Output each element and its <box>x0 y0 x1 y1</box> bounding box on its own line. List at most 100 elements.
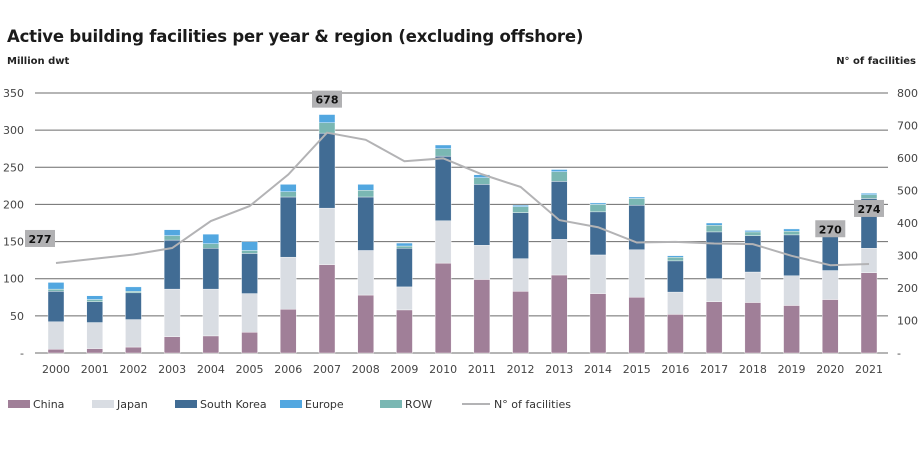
bar-segment-japan <box>396 286 413 311</box>
bar-segment-china <box>705 301 723 354</box>
bar-segment-row <box>783 230 800 236</box>
y-tick-label-right: 800 <box>897 87 918 100</box>
bar-segment-japan <box>589 254 607 294</box>
y-tick-label-right: 300 <box>897 250 918 263</box>
bar-segment-europe <box>860 193 878 195</box>
y-tick-label-right: 200 <box>897 282 918 295</box>
bar-segment-china <box>86 348 103 354</box>
x-tick-label: 2017 <box>700 363 728 376</box>
bar-segment-row <box>396 245 413 249</box>
x-tick-label: 2018 <box>739 363 767 376</box>
bar-segment-japan <box>241 293 258 333</box>
bar-segment-row <box>241 250 258 254</box>
x-tick-label: 2014 <box>584 363 612 376</box>
bar-segment-europe <box>357 184 374 191</box>
x-tick-label: 2019 <box>778 363 806 376</box>
bar-segment-japan <box>86 322 103 349</box>
y-tick-label-left: 300 <box>3 124 24 137</box>
y-tick-label-left: 350 <box>3 87 24 100</box>
bar-segment-europe <box>551 169 568 172</box>
bar-segment-row <box>318 122 336 134</box>
bar-segment-japan <box>744 271 762 303</box>
facilities-line <box>55 131 870 267</box>
bar-segment-china <box>396 309 413 354</box>
bar-segment-china <box>667 314 684 354</box>
bar-segment-china <box>744 302 762 354</box>
chart-title: Active building facilities per year & re… <box>7 27 584 46</box>
legend-label: China <box>33 398 64 411</box>
y-tick-label-left: 250 <box>3 161 24 174</box>
bar-segment-row <box>860 194 878 199</box>
data-label: 274 <box>858 203 881 216</box>
bar-segment-japan <box>434 220 452 264</box>
y-axis-left-label: Million dwt <box>7 56 70 67</box>
legend-swatch <box>92 400 114 408</box>
bar-segment-row <box>473 177 491 185</box>
data-label: 678 <box>316 94 339 107</box>
bar-segment-china <box>589 293 607 354</box>
bar-segment-europe <box>667 255 684 258</box>
bar-segment-china <box>163 336 181 354</box>
x-tick-label: 2005 <box>236 363 264 376</box>
legend-label: Europe <box>305 398 344 411</box>
y-tick-label-right: 500 <box>897 185 918 198</box>
bar-segment-europe <box>241 241 258 251</box>
bar-segment-south-korea <box>318 132 336 209</box>
y-tick-label-left: 150 <box>3 236 24 249</box>
bar-segment-japan <box>860 248 878 273</box>
y-tick-label-right: 400 <box>897 217 918 230</box>
bar-segment-china <box>125 346 142 354</box>
x-tick-label: 2010 <box>429 363 457 376</box>
bar-segment-china <box>318 264 336 354</box>
bar-segment-row <box>512 206 529 213</box>
bar-segment-china <box>202 335 220 354</box>
bar-segment-japan <box>202 288 220 337</box>
bar-segment-europe <box>628 196 645 199</box>
bar-segment-south-korea <box>280 196 297 258</box>
bar-segment-japan <box>512 258 529 292</box>
bar-segment-europe <box>705 222 723 226</box>
bar-segment-europe <box>318 114 336 123</box>
bar-segment-europe <box>86 295 103 300</box>
legend-label: N° of facilities <box>494 398 571 411</box>
x-tick-label: 2009 <box>390 363 418 376</box>
bar-segment-japan <box>318 207 336 265</box>
legend-label: ROW <box>405 398 432 411</box>
bar-segment-row <box>47 288 65 292</box>
x-tick-label: 2004 <box>197 363 225 376</box>
bar-segment-south-korea <box>512 212 529 259</box>
data-label-box <box>312 90 342 108</box>
x-tick-label: 2012 <box>507 363 535 376</box>
x-tick-label: 2007 <box>313 363 341 376</box>
bar-segment-japan <box>357 250 374 296</box>
bar-segment-europe <box>202 233 220 244</box>
x-tick-label: 2001 <box>81 363 109 376</box>
legend-label: South Korea <box>200 398 267 411</box>
bar-segment-south-korea <box>396 248 413 288</box>
bar-segment-japan <box>280 256 297 310</box>
bar-segment-south-korea <box>473 184 491 246</box>
bar-segment-south-korea <box>357 196 374 251</box>
x-tick-label: 2020 <box>816 363 844 376</box>
bar-segment-japan <box>705 278 723 302</box>
y-tick-label-left: 100 <box>3 273 24 286</box>
bar-segment-europe <box>125 286 142 292</box>
x-tick-label: 2002 <box>119 363 147 376</box>
bar-segment-row <box>744 231 762 236</box>
legend-swatch <box>175 400 197 408</box>
x-tick-label: 2016 <box>661 363 689 376</box>
bar-segment-europe <box>163 229 181 236</box>
data-label-box <box>25 229 55 247</box>
legend-label: Japan <box>116 398 148 411</box>
x-tick-label: 2021 <box>855 363 883 376</box>
bar-segment-europe <box>744 230 762 233</box>
bar-segment-china <box>860 272 878 354</box>
bar-segment-japan <box>822 270 839 300</box>
bar-segment-europe <box>783 228 800 232</box>
y-tick-label-left: 50 <box>10 310 24 323</box>
bar-segment-china <box>512 291 529 354</box>
bar-segment-china <box>628 297 645 354</box>
y-tick-label-right: 700 <box>897 120 918 133</box>
bar-segment-europe <box>47 282 65 290</box>
bar-segment-row <box>86 299 103 302</box>
